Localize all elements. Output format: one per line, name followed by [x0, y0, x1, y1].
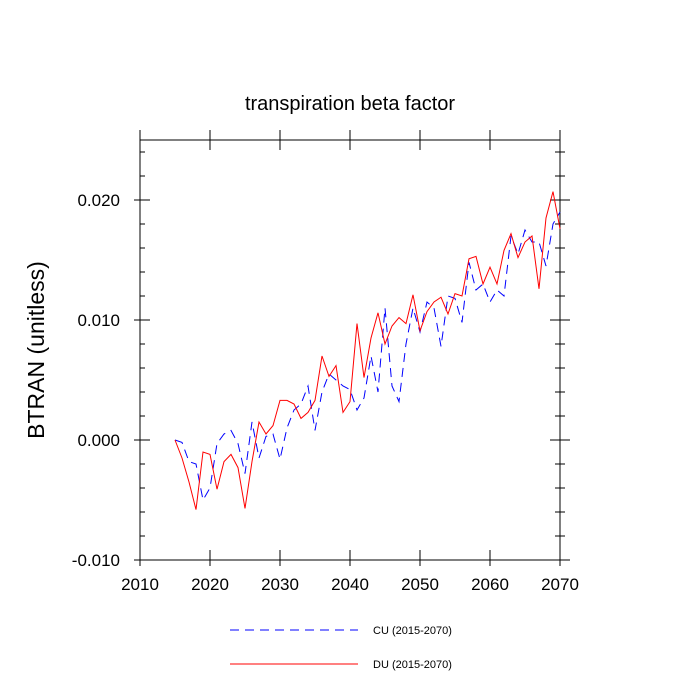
- y-tick-label: -0.010: [72, 551, 120, 570]
- y-axis-label: BTRAN (unitless): [23, 261, 49, 439]
- x-tick-label: 2020: [191, 575, 229, 594]
- legend-label: CU (2015-2070): [373, 625, 452, 637]
- x-tick-label: 2040: [331, 575, 369, 594]
- x-tick-label: 2050: [401, 575, 439, 594]
- y-tick-label: 0.000: [77, 431, 120, 450]
- legend-label: DU (2015-2070): [373, 659, 452, 671]
- x-tick-label: 2030: [261, 575, 299, 594]
- y-tick-label: 0.020: [77, 191, 120, 210]
- series-line-0: [174, 211, 561, 502]
- x-tick-label: 2070: [541, 575, 579, 594]
- legend: CU (2015-2070) DU (2015-2070): [230, 625, 452, 671]
- axis-ticks: [134, 130, 570, 566]
- series-lines: [174, 191, 561, 510]
- chart-title: transpiration beta factor: [245, 93, 455, 115]
- y-tick-label: 0.010: [77, 311, 120, 330]
- plot-frame: [139, 139, 561, 561]
- x-tick-label: 2060: [471, 575, 509, 594]
- axis-tick-labels: 2010 2020 2030 2040 2050 2060 2070 -0.010 0.000 0…: [72, 191, 579, 594]
- series-line-1: [174, 191, 561, 510]
- x-tick-label: 2010: [121, 575, 159, 594]
